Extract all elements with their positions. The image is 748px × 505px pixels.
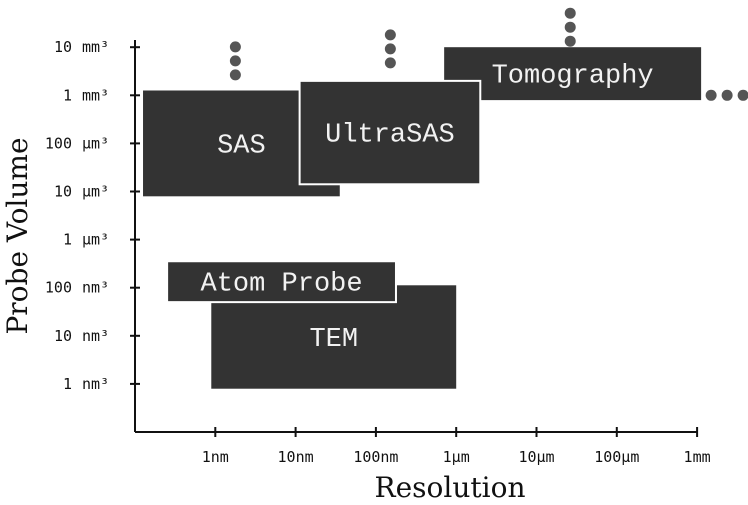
y-tick-number: 100 — [45, 279, 72, 297]
x-axis-title: Resolution — [375, 471, 526, 504]
continuation-dots-layer — [229, 7, 748, 101]
x-tick-label: 1nm — [202, 448, 229, 466]
continuation-dot-up-0-1 — [229, 55, 241, 67]
y-tick-unit: mm³ — [82, 86, 109, 104]
x-tick-label: 1μm — [443, 448, 470, 466]
region-label-atom-probe: Atom Probe — [201, 270, 363, 300]
continuation-dot-up-1-1 — [384, 43, 396, 55]
y-tick-number: 1 — [63, 231, 72, 249]
continuation-dot-up-2-1 — [564, 21, 576, 33]
region-label-tem: TEM — [309, 325, 358, 355]
y-tick-number: 10 — [54, 327, 72, 345]
continuation-dot-up-1-0 — [384, 57, 396, 69]
y-tick-unit: μm³ — [82, 183, 109, 201]
y-ticks-layer: 1 nm³ 10 nm³ 100 nm³ 1 μm³ 10 μm³ 100 μm³ 1 mm³ 10 mm³ — [45, 38, 140, 393]
y-tick-unit: nm³ — [82, 327, 109, 345]
continuation-dot-up-2-2 — [564, 7, 576, 19]
continuation-dot-right-3-0 — [705, 89, 717, 101]
y-tick-number: 100 — [45, 134, 72, 152]
x-tick-label: 100μm — [594, 448, 639, 466]
continuation-dot-up-0-0 — [229, 69, 241, 81]
y-tick-unit: μm³ — [82, 134, 109, 152]
axes-layer — [134, 40, 698, 433]
y-tick-number: 1 — [63, 86, 72, 104]
region-label-ultrasas: UltraSAS — [325, 121, 455, 151]
y-tick-number: 10 — [54, 183, 72, 201]
y-tick-unit: μm³ — [82, 231, 109, 249]
continuation-dot-up-2-0 — [564, 35, 576, 47]
continuation-dot-up-0-2 — [229, 41, 241, 53]
x-tick-label: 10nm — [278, 448, 314, 466]
continuation-dot-right-3-1 — [721, 89, 733, 101]
region-ultrasas — [298, 79, 482, 186]
y-tick-number: 10 — [54, 38, 72, 56]
region-label-sas: SAS — [217, 131, 266, 161]
continuation-dot-up-1-2 — [384, 29, 396, 41]
region-atom-probe — [166, 260, 397, 304]
x-tick-label: 100nm — [353, 448, 398, 466]
y-tick-number: 1 — [63, 375, 72, 393]
continuation-dot-right-3-2 — [737, 89, 748, 101]
x-tick-label: 1mm — [684, 448, 711, 466]
region-label-tomography: Tomography — [492, 62, 654, 92]
regions-layer: SAS TEM Tomography UltraSAS Atom Probe — [143, 47, 702, 389]
x-tick-label: 10μm — [518, 448, 554, 466]
region-tomography — [444, 47, 702, 101]
x-ticks-layer: 1nm 10nm 100nm 1μm 10μm 100μm 1mm — [202, 427, 711, 466]
y-tick-unit: nm³ — [82, 279, 109, 297]
y-tick-unit: nm³ — [82, 375, 109, 393]
y-tick-unit: mm³ — [82, 38, 109, 56]
y-axis-title: Probe Volume — [1, 137, 34, 334]
